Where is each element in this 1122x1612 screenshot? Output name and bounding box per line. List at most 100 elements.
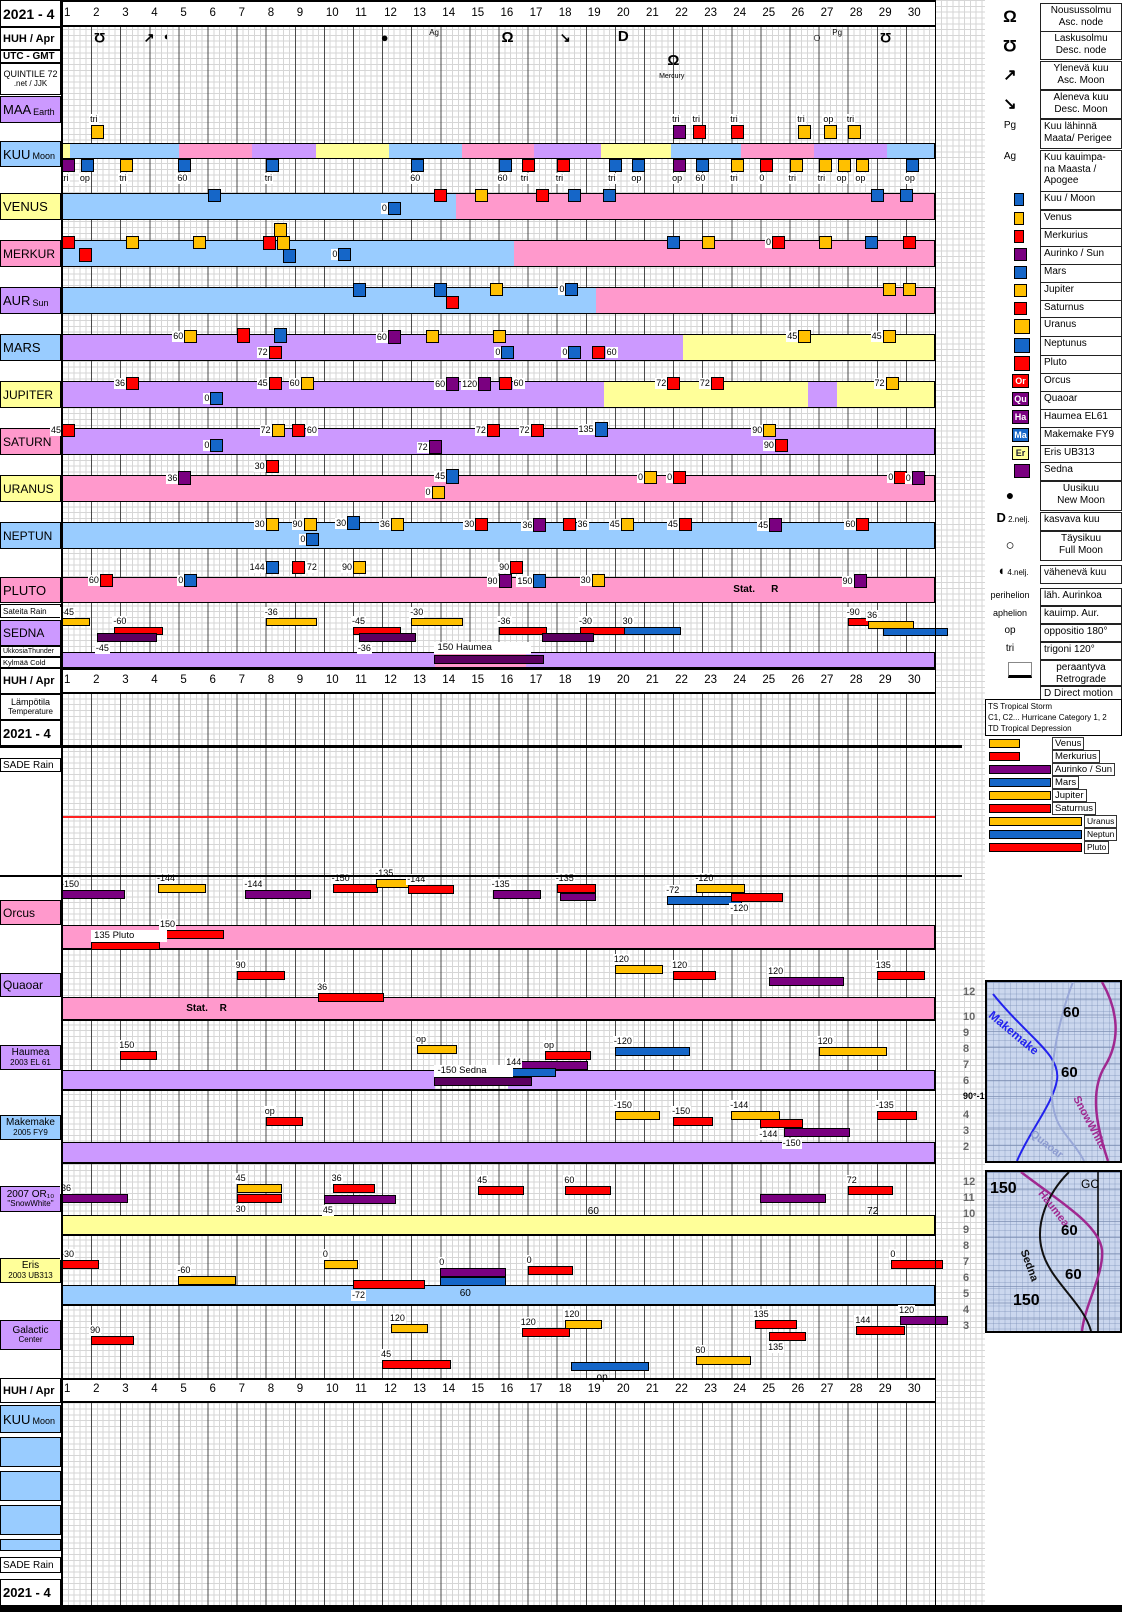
legend-label: Kuu kauimpa-na Maasta / Apogee (1040, 150, 1122, 192)
aspect-marker (268, 377, 282, 390)
legend-label: peraantyva Retrograde (1040, 660, 1122, 686)
aspect-label: -30 (60, 1249, 76, 1260)
legend-swatch (1014, 463, 1030, 478)
row-label (0, 1539, 61, 1551)
legend-swatch (1014, 266, 1027, 279)
day-number: 5 (180, 1383, 187, 1395)
day-number: 27 (820, 674, 834, 686)
text-note: Stat. (186, 1003, 208, 1014)
aspect-marker (818, 159, 832, 172)
day-number: 29 (878, 674, 892, 686)
section-jupiter-row: JUPITER 36 0 45 60 60 120 60 72 72 72 (0, 377, 1122, 408)
legend-label: Laskusolmu Desc. node (1040, 31, 1122, 60)
aspect-label: -135 (554, 873, 575, 884)
aspect-label: 36 (166, 472, 179, 484)
aspect-marker (565, 283, 579, 296)
aspect-label: 45 (666, 519, 679, 530)
aspect-marker (847, 125, 861, 139)
aspect-label: 36 (60, 1183, 73, 1194)
day-number: 16 (500, 674, 514, 686)
aspect-label: 120 (816, 1036, 834, 1047)
aspect-marker (434, 655, 545, 664)
aspect-label: 72 (698, 378, 711, 389)
aspect-label: 72 (256, 347, 269, 358)
chart-axis-label: 12 (963, 1176, 976, 1188)
aspect-marker (411, 618, 463, 626)
aspect-marker (667, 377, 681, 390)
aspect-marker (763, 424, 777, 437)
aspect-label: -36 (263, 607, 279, 618)
day-number: 11 (355, 7, 367, 19)
section-venus-row: VENUS 0 (0, 189, 1122, 220)
legend-term: op (1004, 625, 1016, 636)
aspect-marker (245, 890, 312, 899)
aspect-label: 45 (870, 331, 883, 342)
legend-term: Ag (1003, 151, 1017, 162)
band-segment (741, 144, 814, 158)
aspect-label: -120 (694, 873, 715, 884)
aspect-marker (856, 159, 870, 172)
aspect-marker (492, 330, 506, 343)
aspect-label: -135 (374, 868, 395, 879)
text-note: 60 (459, 1288, 471, 1299)
aspect-label: 45 (476, 1175, 489, 1186)
chart-axis-label: 9 (963, 1224, 970, 1236)
band-segment (595, 288, 934, 313)
aspect-marker (774, 439, 788, 452)
aspect-marker (568, 346, 582, 359)
band-segment (807, 382, 838, 407)
aspect-marker (323, 1195, 396, 1204)
row-label: MAA Earth (0, 96, 61, 123)
day-number: 16 (500, 1383, 514, 1395)
aspect-marker (62, 1194, 128, 1203)
aspect-marker (265, 618, 318, 626)
aspect-label: -36 (356, 643, 372, 654)
aspect-marker (783, 1128, 850, 1137)
aspect-label: 120 (767, 966, 785, 977)
aspect-label: tri (787, 173, 797, 184)
section-temperature-row: Lämpötila Temperature (0, 694, 1122, 720)
aspect-marker (760, 159, 774, 172)
aspect-marker (492, 890, 542, 899)
aspect-label: 60 (563, 1175, 576, 1186)
minichart-curves (992, 981, 1117, 1162)
minichart-2: 150 GC Haumea Sedna 60 60 150 (985, 1170, 1122, 1333)
aspect-marker (440, 1268, 507, 1277)
aspect-label: -144 (156, 873, 177, 884)
legend-label: trigoni 120° (1040, 642, 1122, 660)
day-number: 30 (907, 1383, 921, 1395)
aspect-label: -30 (409, 607, 425, 618)
day-number: 25 (762, 7, 776, 19)
aspect-label: 30 (234, 1204, 247, 1215)
aspect-label: 0 (758, 173, 766, 184)
aspect-marker (79, 248, 93, 262)
aspect-marker (390, 1324, 428, 1333)
astro-symbol: Ω (501, 29, 514, 46)
aspect-label: tri (607, 173, 617, 184)
aspect-label: op (835, 173, 848, 184)
day-number: 21 (646, 674, 659, 686)
aspect-marker (673, 159, 687, 172)
aspect-marker (818, 1047, 888, 1056)
legend-label: Orcus (1040, 373, 1122, 392)
day-number: 29 (878, 7, 892, 19)
aspect-marker (498, 627, 547, 635)
aspect-marker (210, 392, 224, 405)
row-label: SATURN (0, 428, 61, 455)
aspect-marker (408, 885, 454, 894)
aspect-label: 60 (172, 331, 185, 342)
aspect-marker (818, 236, 832, 249)
aspect-label: tri (554, 173, 565, 184)
day-number: 27 (820, 7, 834, 19)
aspect-marker (882, 330, 896, 343)
section-huh-apr-row-2: HUH / Apr 1 2 3 4 5 6 7 8 9 10 11 12 13 14 15 16 17 18 19 20… (0, 668, 1122, 694)
aspect-marker (236, 971, 286, 980)
band-segment (63, 1143, 934, 1162)
aspect-marker (417, 1045, 457, 1054)
aspect-marker (184, 330, 198, 343)
day-number: 26 (791, 674, 805, 686)
aspect-label: 120 (612, 954, 630, 965)
aspect-marker (62, 236, 75, 249)
band-eris-rows (62, 1285, 935, 1306)
aspect-marker (478, 1186, 524, 1195)
